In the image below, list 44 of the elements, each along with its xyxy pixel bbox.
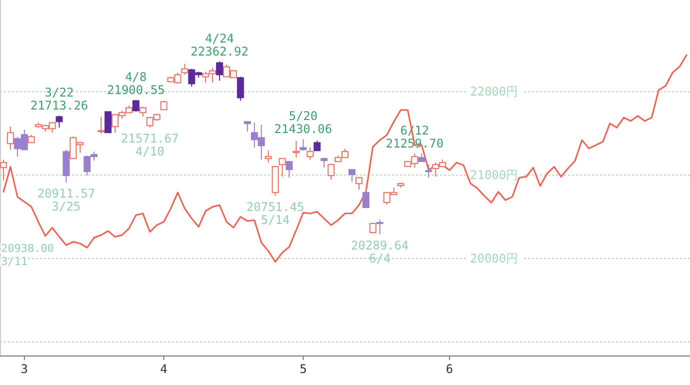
candlestick (0, 159, 7, 181)
candlestick (6, 126, 14, 150)
candlestick (181, 63, 188, 76)
candlestick (62, 149, 70, 183)
y-tick-label: 21000円 (470, 168, 518, 182)
y-tick-label: 22000円 (470, 84, 518, 99)
x-tick-label: 6 (446, 362, 454, 376)
x-tick-label: 5 (300, 362, 307, 376)
candlestick (56, 115, 63, 128)
candlestick (244, 121, 251, 132)
x-tick-label: 4 (160, 362, 168, 376)
candlestick (98, 116, 105, 134)
annotation: 20911.57 3/25 (37, 186, 96, 214)
candlestick (369, 222, 376, 234)
candlestick (362, 189, 370, 208)
candlestick (320, 157, 328, 168)
annotation: 4/8 21900.55 (107, 70, 165, 97)
candlestick (425, 164, 432, 178)
candlestick (264, 150, 272, 164)
candlestick (139, 106, 146, 118)
annotation: 21571.67 4/10 (120, 131, 179, 158)
candlestick (376, 219, 384, 235)
candlestick (348, 169, 356, 182)
annotation: 5/20 21430.06 (274, 109, 332, 136)
candlestick (314, 140, 321, 152)
candlestick (104, 111, 112, 134)
annotation: 20289.64 6/4 (350, 238, 409, 266)
candlestick (286, 161, 293, 178)
x-tick-label: 3 (20, 362, 28, 376)
candlestick (306, 147, 314, 160)
candlestick (328, 163, 335, 180)
annotation: 4/24 22362.92 (190, 31, 248, 58)
annotation: 20751.45 5/14 (246, 200, 304, 227)
candlestick (236, 76, 244, 102)
candlestick (216, 60, 224, 82)
y-tick-label: 20000円 (470, 251, 518, 266)
candlestick (278, 158, 286, 178)
annotation: 20938.00 3/11 (1, 242, 54, 268)
candlestick (300, 138, 307, 152)
candlestick (292, 140, 300, 158)
candlestick (132, 100, 140, 112)
candlestick (160, 100, 168, 110)
candlestick (355, 177, 362, 190)
annotation: 3/22 21713.26 (30, 86, 88, 113)
